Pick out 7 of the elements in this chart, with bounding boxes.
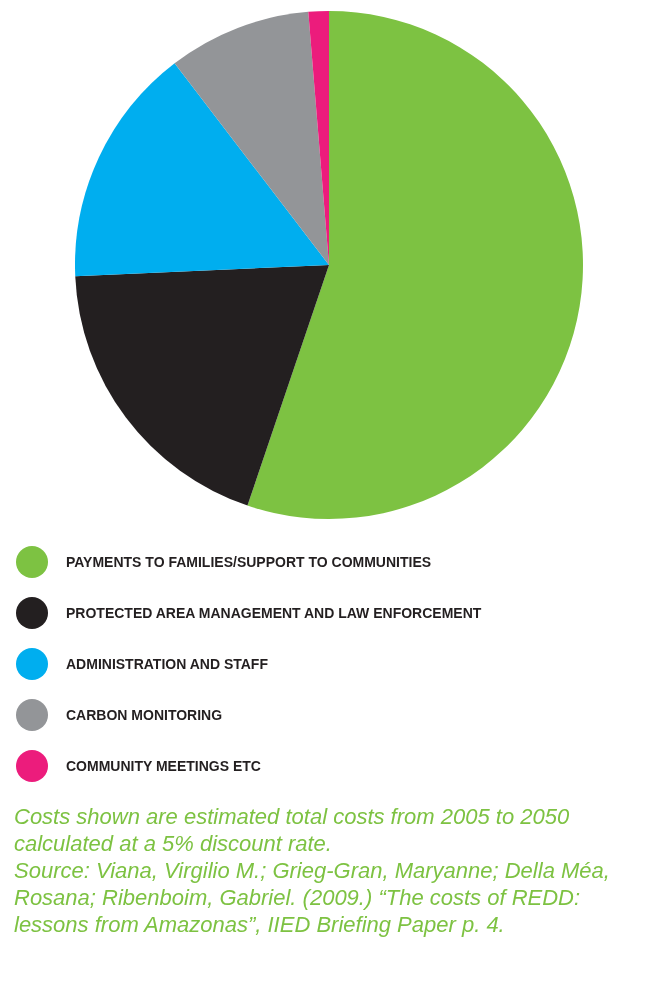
legend-label: PAYMENTS TO FAMILIES/SUPPORT TO COMMUNITIES bbox=[66, 553, 432, 570]
text: Costs shown are estimated total costs from 2005 to 2050 calculated at a 5% discount rate. bbox=[14, 803, 571, 857]
legend-label: COMMUNITY MEETINGS ETC bbox=[66, 757, 261, 774]
legend-label: ADMINISTRATION AND STAFF bbox=[66, 655, 268, 672]
source-note: Source: Viana, Virgilio M.; Grieg-Gran, Maryanne; Della Méa, Rosana; Ribenboim, Gabriel. (2009.) “The costs of REDD: lessons from Amazonas”, IIED Briefing Paper p. 4. bbox=[14, 857, 611, 938]
legend-label: CARBON MONITORING bbox=[66, 706, 223, 723]
legend-label: PROTECTED AREA MANAGEMENT AND LAW ENFORCEMENT bbox=[66, 604, 482, 621]
